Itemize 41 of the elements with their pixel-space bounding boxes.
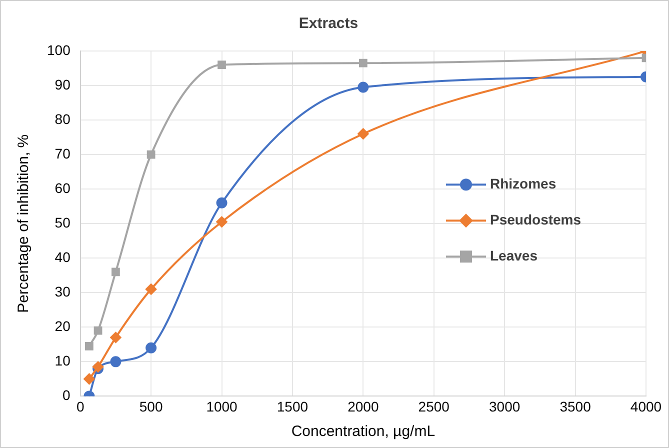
y-tick-label: 0 xyxy=(62,387,71,404)
point xyxy=(146,150,156,159)
chart-title: Extracts xyxy=(298,15,358,32)
x-axis-title: Concentration, µg/mL xyxy=(291,423,436,440)
point xyxy=(112,268,120,276)
y-axis-title: Percentage of inhibition, % xyxy=(15,134,32,313)
point xyxy=(358,82,369,93)
x-tick-label: 1000 xyxy=(206,398,238,414)
y-tick-label: 90 xyxy=(54,76,71,92)
x-tick-label: 3000 xyxy=(489,398,520,414)
x-tick-label: 500 xyxy=(139,398,163,414)
x-tick-label: 1500 xyxy=(276,398,308,414)
x-tick-label: 2000 xyxy=(348,398,379,414)
x-tick-label: 0 xyxy=(76,398,84,414)
point xyxy=(85,342,94,350)
point xyxy=(110,356,122,368)
y-tick-label: 20 xyxy=(54,318,71,334)
legend-label: Pseudostems xyxy=(490,211,582,228)
y-tick-label: 60 xyxy=(54,180,71,196)
point xyxy=(84,373,95,384)
point xyxy=(218,60,226,69)
legend-label: Rhizomes xyxy=(490,175,556,192)
y-tick-label: 80 xyxy=(54,110,71,127)
point xyxy=(216,197,228,208)
y-tick-label: 40 xyxy=(54,248,71,265)
y-tick-label: 30 xyxy=(54,284,71,300)
point xyxy=(216,216,228,228)
y-tick-label: 10 xyxy=(54,352,71,369)
point xyxy=(358,128,369,140)
y-tick-label: 50 xyxy=(54,214,71,230)
x-tick-label: 3500 xyxy=(560,398,592,414)
x-tick-label: 4000 xyxy=(630,398,662,414)
point xyxy=(94,326,102,335)
point xyxy=(110,332,122,344)
point xyxy=(146,342,157,354)
legend-label: Leaves xyxy=(490,247,538,264)
point xyxy=(146,284,157,295)
y-tick-label: 70 xyxy=(54,145,71,162)
y-tick-label: 100 xyxy=(47,42,71,58)
x-tick-label: 2500 xyxy=(418,398,450,414)
point xyxy=(358,58,368,68)
